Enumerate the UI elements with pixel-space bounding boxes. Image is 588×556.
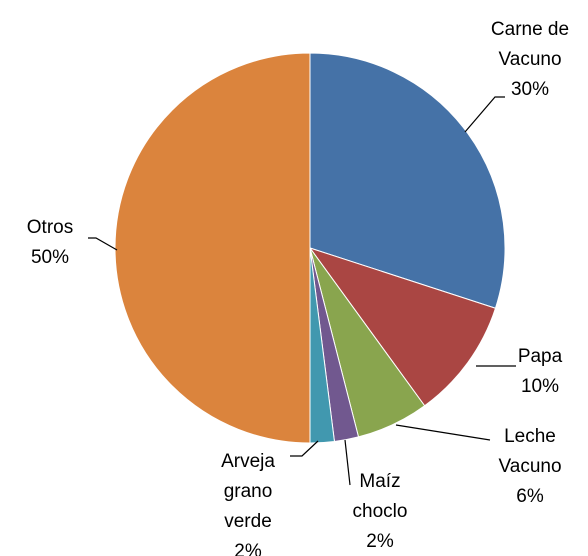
value-label: 2% (366, 531, 394, 552)
slice-label: Carne de Vacuno 30% (480, 15, 580, 105)
category-label: Otros (26, 217, 74, 238)
category-label: Arveja grano verde (221, 451, 275, 532)
slice-label: Otros 50% (10, 213, 90, 273)
pie-slice (309, 52, 506, 309)
category-label: Maíz choclo (352, 471, 408, 522)
leader-line (395, 424, 491, 441)
slice-label: Papa 10% (490, 342, 588, 402)
slice-label: Maíz choclo 2% (340, 467, 420, 556)
slice-label: Arveja grano verde 2% (208, 447, 288, 556)
category-label: Leche Vacuno (498, 426, 562, 477)
value-label: 10% (520, 376, 560, 397)
leader-line (464, 96, 505, 133)
leader-line (344, 439, 351, 486)
slice-label: Leche Vacuno 6% (485, 422, 575, 512)
leader-line (88, 237, 118, 251)
slices (114, 52, 506, 444)
value-label: 50% (30, 247, 70, 268)
value-label: 2% (234, 541, 262, 556)
pie-slice (114, 52, 311, 444)
pie-slice (308, 247, 497, 407)
value-label: 30% (510, 79, 550, 100)
value-label: 6% (516, 486, 544, 507)
category-label: Carne de Vacuno (490, 19, 570, 70)
leader-line (290, 440, 319, 457)
category-label: Papa (517, 346, 563, 367)
